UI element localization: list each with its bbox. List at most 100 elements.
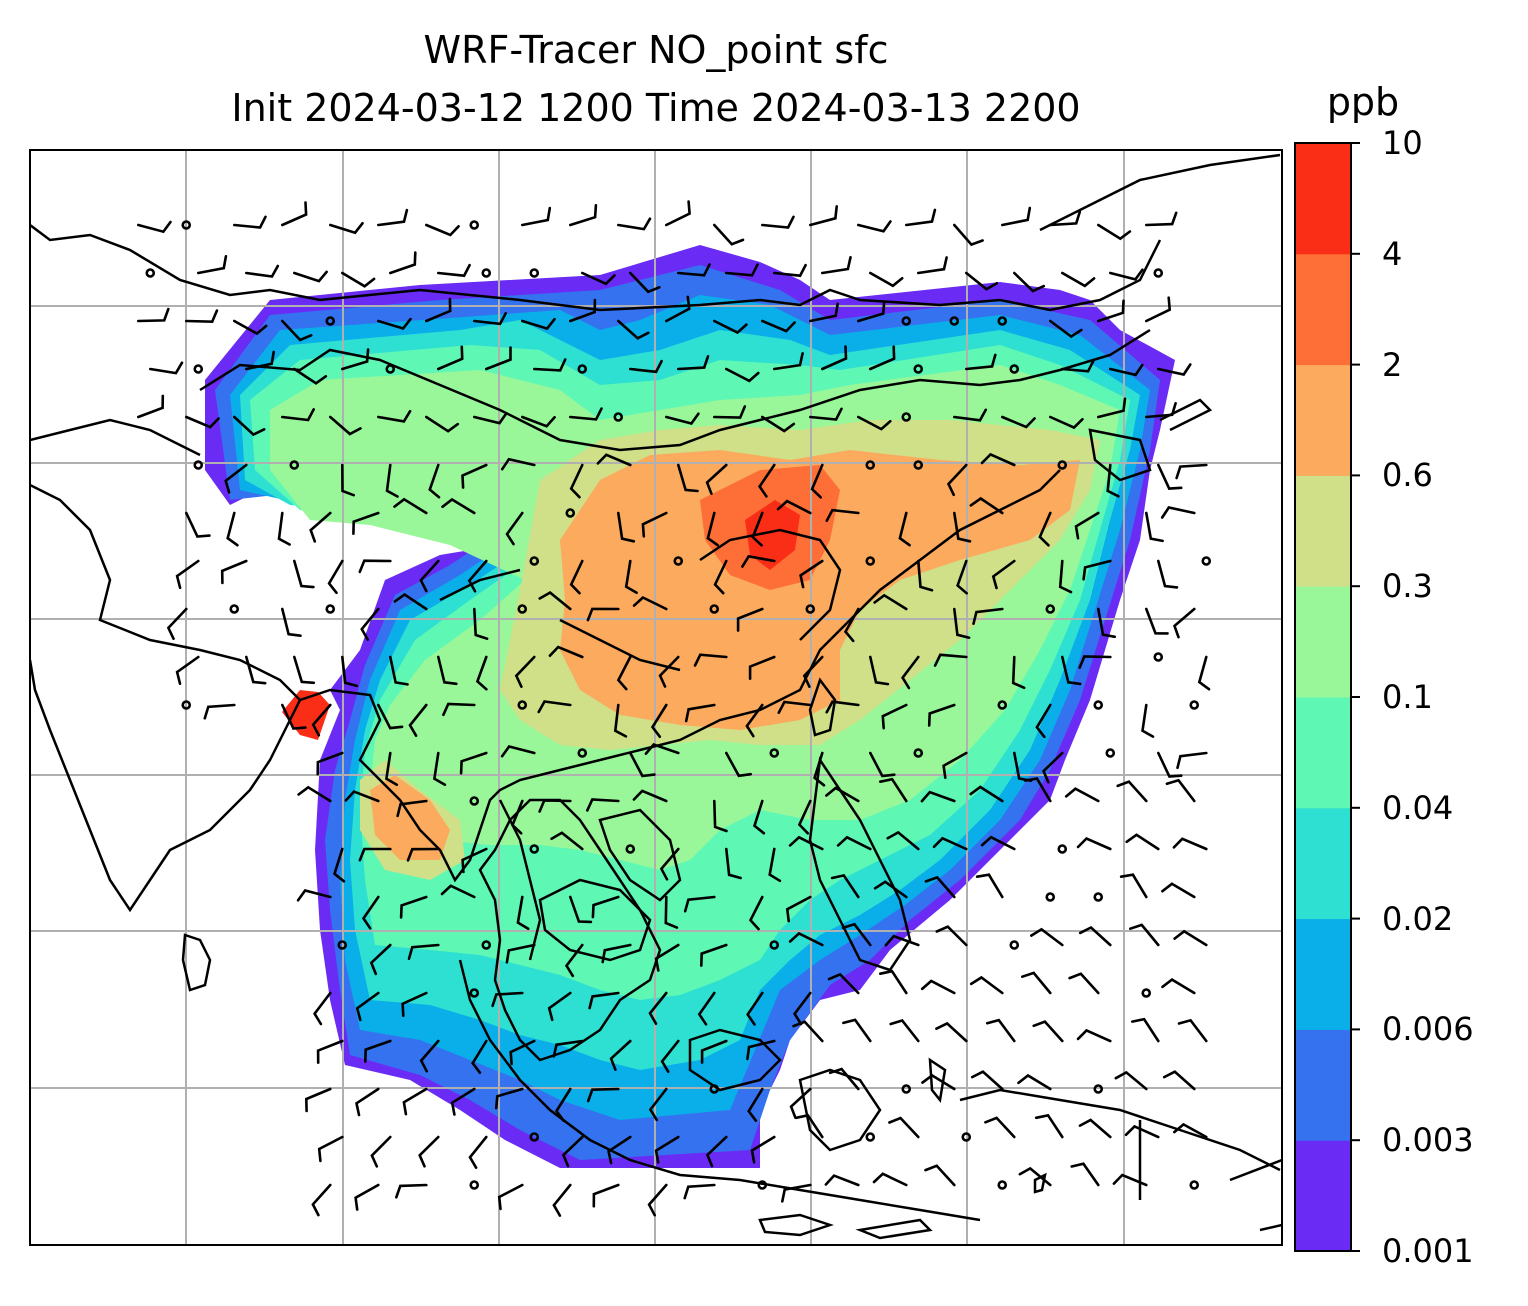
- colorbar-tick-label: 0.3: [1382, 567, 1433, 606]
- calm-circle: [769, 748, 780, 758]
- colorbar-segment: [1295, 1140, 1351, 1252]
- wind-barb: [461, 847, 488, 874]
- wind-barb: [203, 703, 236, 720]
- wind-barb: [592, 1183, 620, 1208]
- wind-barb: [377, 317, 412, 331]
- wind-barb: [1145, 211, 1178, 227]
- field-level-10: [745, 500, 800, 570]
- calm-circle: [1189, 700, 1200, 710]
- wind-barb: [713, 223, 745, 246]
- colorbar-segment: [1295, 918, 1351, 1030]
- wind-barb: [825, 700, 860, 714]
- wind-barb: [281, 201, 308, 227]
- wind-barb: [924, 875, 956, 899]
- wind-barb: [745, 703, 764, 738]
- colorbar-segment: [1295, 253, 1351, 366]
- wind-barb: [407, 943, 440, 960]
- wind-barb: [632, 789, 668, 803]
- wind-barb: [293, 270, 328, 283]
- wind-barb: [641, 511, 668, 538]
- calm-circle: [1045, 604, 1056, 614]
- wind-barb: [761, 215, 795, 229]
- calm-circle: [481, 268, 492, 278]
- wind-barb: [1176, 751, 1208, 770]
- coastlines: [30, 153, 1282, 1240]
- wind-barb: [797, 799, 812, 835]
- wind-barb: [924, 1164, 956, 1187]
- wind-barb: [857, 300, 886, 323]
- wind-barb: [601, 943, 632, 964]
- wind-barb: [705, 463, 728, 495]
- wind-barb: [920, 979, 956, 995]
- wind-barb: [548, 645, 584, 659]
- calm-circle: [757, 1180, 768, 1190]
- wind-barb: [311, 703, 332, 737]
- wind-barb: [505, 511, 524, 546]
- wind-barb: [137, 394, 165, 419]
- wind-barb: [1017, 1073, 1052, 1091]
- wind-barb: [746, 1039, 776, 1061]
- wind-barb: [364, 1039, 392, 1063]
- calm-circle: [1141, 988, 1152, 998]
- wind-barb: [442, 702, 476, 717]
- calm-circle: [229, 604, 240, 614]
- wind-barb: [428, 463, 441, 499]
- wind-barb: [396, 799, 428, 818]
- wind-barb: [677, 463, 699, 493]
- wind-barb: [596, 453, 632, 467]
- wind-barb: [1038, 511, 1052, 547]
- wind-barb: [591, 895, 620, 919]
- colorbar-tick-label: 0.001: [1382, 1232, 1474, 1270]
- calm-circle: [901, 1084, 912, 1094]
- wind-barb: [879, 969, 908, 995]
- wind-barb: [1049, 415, 1084, 430]
- wind-barb: [1177, 1018, 1208, 1043]
- wind-barb: [327, 559, 344, 595]
- wind-barb: [761, 415, 796, 433]
- wind-barb: [697, 991, 716, 1026]
- wind-barb: [953, 223, 984, 247]
- wind-barb: [889, 1018, 920, 1043]
- wind-barb: [607, 1135, 632, 1165]
- wind-barb: [166, 607, 188, 640]
- wind-barb: [561, 1135, 584, 1168]
- gridlines: [30, 150, 1282, 1245]
- wind-barb: [317, 1135, 344, 1163]
- wind-barb: [450, 1087, 476, 1116]
- wind-barb: [521, 415, 556, 428]
- wind-barb: [360, 607, 380, 641]
- wind-barb: [683, 895, 716, 913]
- wind-barb: [869, 655, 890, 686]
- wind-barb: [277, 511, 291, 546]
- calm-circle: [625, 844, 636, 854]
- wind-barb: [1157, 751, 1183, 778]
- wind-barb: [953, 607, 971, 639]
- wind-barb: [358, 847, 392, 862]
- calm-circle: [337, 940, 348, 950]
- wind-barb: [933, 653, 968, 667]
- wind-barb: [1076, 836, 1112, 851]
- wind-barb: [537, 700, 572, 714]
- wind-barb: [888, 1116, 920, 1139]
- wind-barb: [233, 319, 268, 336]
- wind-barb: [224, 463, 248, 494]
- wind-barb: [965, 271, 999, 291]
- wind-barb: [873, 880, 908, 899]
- calm-circle: [193, 364, 204, 374]
- colorbar-segment: [1295, 697, 1351, 809]
- wind-barb: [510, 799, 524, 835]
- wind-barb: [777, 700, 812, 714]
- calm-circle: [193, 460, 204, 470]
- wind-barb: [341, 271, 376, 288]
- wind-barb: [468, 1135, 488, 1169]
- wind-barb: [341, 463, 355, 497]
- wind-barbs: [137, 200, 1212, 1217]
- wind-barb: [768, 847, 782, 883]
- wind-barb: [665, 412, 700, 425]
- wind-barb: [776, 499, 812, 515]
- calm-circle: [481, 940, 492, 950]
- wind-barb: [425, 297, 452, 323]
- wind-barb: [533, 358, 567, 372]
- calm-circle: [865, 556, 876, 566]
- wind-barb: [1124, 1124, 1160, 1139]
